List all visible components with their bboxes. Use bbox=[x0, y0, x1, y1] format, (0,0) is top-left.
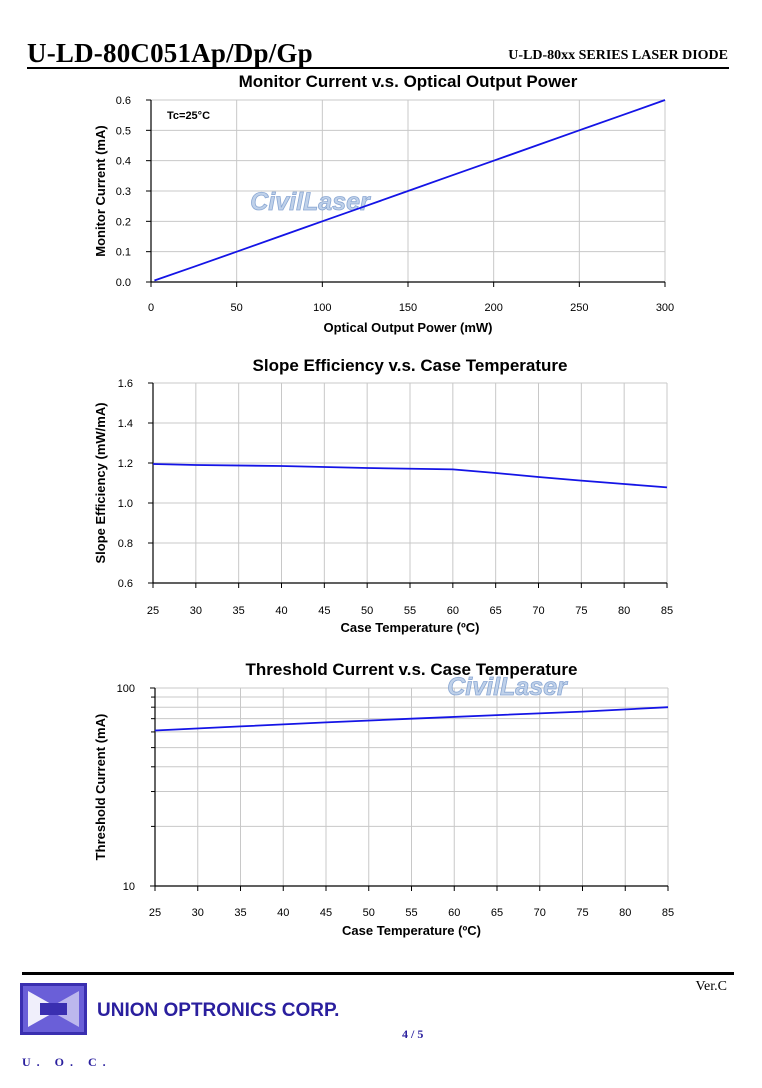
series-line bbox=[152, 463, 668, 489]
x-tick-label: 70 bbox=[532, 605, 544, 617]
x-tick-label: 45 bbox=[320, 907, 332, 919]
x-tick-label: 65 bbox=[490, 605, 502, 617]
x-tick-label: 30 bbox=[192, 907, 204, 919]
x-axis-label: Case Temperature (ºC) bbox=[341, 620, 480, 635]
x-tick-label: 55 bbox=[404, 605, 416, 617]
x-tick-label: 30 bbox=[190, 605, 202, 617]
y-tick-label: 0.1 bbox=[116, 247, 131, 259]
x-tick-label: 75 bbox=[576, 907, 588, 919]
y-tick-label: 0.4 bbox=[116, 156, 131, 168]
x-tick-label: 45 bbox=[318, 605, 330, 617]
x-axis-label: Case Temperature (ºC) bbox=[342, 923, 481, 938]
y-tick-label: 0.3 bbox=[116, 186, 131, 198]
x-tick-label: 250 bbox=[570, 302, 588, 314]
chart-title: Slope Efficiency v.s. Case Temperature bbox=[253, 356, 568, 375]
series-line bbox=[154, 99, 666, 282]
company-name: UNION OPTRONICS CORP. bbox=[97, 1000, 340, 1021]
threshold-current-chart: Threshold Current v.s. Case Temperature 2… bbox=[93, 660, 674, 938]
x-tick-label: 65 bbox=[491, 907, 503, 919]
page-number: 4 / 5 bbox=[402, 1027, 424, 1041]
x-tick-label: 60 bbox=[447, 605, 459, 617]
y-axis-label: Monitor Current (mA) bbox=[93, 125, 108, 256]
logo-text: U. O. C. bbox=[22, 1055, 112, 1069]
x-tick-label: 0 bbox=[148, 302, 154, 314]
x-tick-label: 50 bbox=[361, 605, 373, 617]
slope-efficiency-chart: Slope Efficiency v.s. Case Temperature 25… bbox=[93, 356, 673, 635]
footer-divider bbox=[22, 972, 734, 975]
x-tick-label: 150 bbox=[399, 302, 417, 314]
x-tick-label: 50 bbox=[363, 907, 375, 919]
watermark-text: CivilLaser bbox=[250, 188, 371, 216]
x-tick-label: 80 bbox=[618, 605, 630, 617]
y-tick-label: 100 bbox=[117, 683, 135, 695]
y-tick-label: 10 bbox=[123, 881, 135, 893]
x-tick-label: 35 bbox=[234, 907, 246, 919]
x-tick-label: 40 bbox=[275, 605, 287, 617]
y-tick-label: 0.2 bbox=[116, 216, 131, 228]
x-tick-label: 70 bbox=[534, 907, 546, 919]
version-label: Ver.C bbox=[695, 979, 728, 994]
watermark-text: CivilLaser bbox=[447, 673, 568, 701]
document-title: U-LD-80C051Ap/Dp/Gp bbox=[27, 38, 313, 68]
y-tick-label: 1.4 bbox=[118, 418, 133, 430]
x-tick-label: 85 bbox=[662, 907, 674, 919]
y-tick-label: 0.5 bbox=[116, 125, 131, 137]
x-tick-label: 75 bbox=[575, 605, 587, 617]
x-tick-label: 35 bbox=[233, 605, 245, 617]
y-tick-label: 0.6 bbox=[118, 578, 133, 590]
x-tick-label: 25 bbox=[147, 605, 159, 617]
annotation-label: Tc=25°C bbox=[167, 110, 210, 122]
uoc-logo bbox=[20, 983, 87, 1035]
x-tick-label: 25 bbox=[149, 907, 161, 919]
x-tick-label: 40 bbox=[277, 907, 289, 919]
y-axis-label: Threshold Current (mA) bbox=[93, 714, 108, 861]
y-tick-label: 0.8 bbox=[118, 538, 133, 550]
x-axis-label: Optical Output Power (mW) bbox=[324, 320, 493, 335]
x-tick-label: 50 bbox=[231, 302, 243, 314]
chart-title: Threshold Current v.s. Case Temperature bbox=[246, 660, 578, 679]
chart-title: Monitor Current v.s. Optical Output Powe… bbox=[239, 72, 578, 91]
y-tick-label: 0.0 bbox=[116, 277, 131, 289]
series-line bbox=[154, 706, 669, 732]
x-tick-label: 100 bbox=[313, 302, 331, 314]
header-divider bbox=[27, 67, 729, 69]
x-tick-label: 85 bbox=[661, 605, 673, 617]
y-tick-label: 1.2 bbox=[118, 458, 133, 470]
monitor-current-chart: Monitor Current v.s. Optical Output Powe… bbox=[93, 72, 674, 335]
y-tick-label: 1.6 bbox=[118, 378, 133, 390]
y-tick-label: 0.6 bbox=[116, 95, 131, 107]
y-axis-label: Slope Efficiency (mW/mA) bbox=[93, 402, 108, 563]
y-tick-label: 1.0 bbox=[118, 498, 133, 510]
x-tick-label: 200 bbox=[484, 302, 502, 314]
series-label: U-LD-80xx SERIES LASER DIODE bbox=[508, 48, 728, 63]
x-tick-label: 60 bbox=[448, 907, 460, 919]
x-tick-label: 300 bbox=[656, 302, 674, 314]
x-tick-label: 55 bbox=[405, 907, 417, 919]
x-tick-label: 80 bbox=[619, 907, 631, 919]
